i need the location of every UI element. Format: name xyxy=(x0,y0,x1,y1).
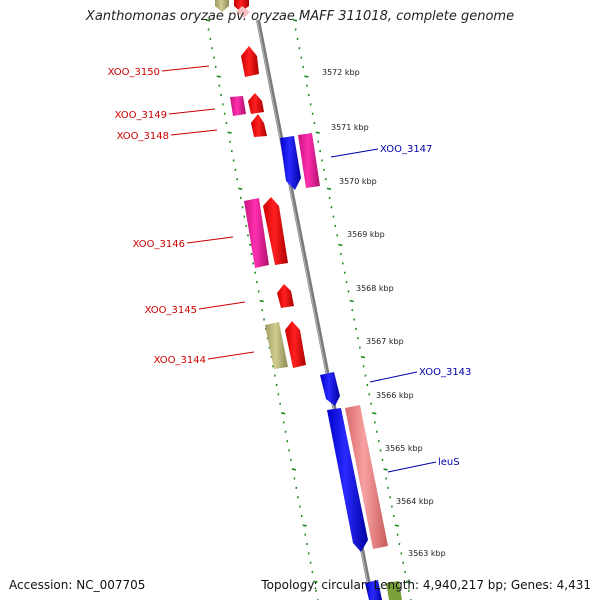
gene-label-XOO_3145[interactable]: XOO_3145 xyxy=(145,305,197,316)
gene-XOO_3149[interactable] xyxy=(230,96,246,116)
major-tick xyxy=(292,19,298,22)
major-tick xyxy=(326,187,332,190)
gene-XOO_3143[interactable] xyxy=(320,372,340,406)
major-tick xyxy=(205,19,211,22)
major-tick xyxy=(302,524,307,527)
kbp-label: 3565 kbp xyxy=(385,444,423,453)
leader-XOO_3143 xyxy=(369,371,418,383)
major-tick xyxy=(394,524,400,527)
gene-label-XOO_3147[interactable]: XOO_3147 xyxy=(380,144,432,155)
map-title: Xanthomonas oryzae pv. oryzae MAFF 31101… xyxy=(85,9,515,24)
gene-top-partial-left[interactable] xyxy=(215,0,229,12)
gene-leuS[interactable] xyxy=(327,408,368,552)
major-tick xyxy=(291,468,297,471)
gene-XOO_3144-b[interactable] xyxy=(285,321,306,368)
major-tick xyxy=(313,580,318,583)
leader-XOO_3150 xyxy=(161,65,210,72)
gene-label-leuS[interactable]: leuS xyxy=(438,457,460,468)
kbp-label: 3563 kbp xyxy=(408,549,446,558)
kbp-label: 3568 kbp xyxy=(356,284,394,293)
kbp-label: 3567 kbp xyxy=(366,337,404,346)
major-tick xyxy=(406,580,411,583)
leader-XOO_3149 xyxy=(168,108,216,115)
gene-bottom-partial-blue[interactable] xyxy=(365,580,382,600)
gene-label-XOO_3150[interactable]: XOO_3150 xyxy=(108,67,160,78)
tick-track-right xyxy=(292,19,412,600)
major-tick xyxy=(259,299,264,303)
major-tick xyxy=(360,355,366,359)
major-tick xyxy=(349,299,354,303)
kbp-label: 3572 kbp xyxy=(322,68,360,77)
gene-label-XOO_3149[interactable]: XOO_3149 xyxy=(115,110,167,121)
gene-XOO_3146-b[interactable] xyxy=(263,197,288,265)
label-leader-lines xyxy=(161,65,437,473)
gene-labels: XOO_3150 XOO_3149 XOO_3148 XOO_3147 XOO_… xyxy=(108,67,472,468)
leader-XOO_3148 xyxy=(170,129,218,136)
gene-track xyxy=(215,0,402,600)
topology-text: Topology: circular; Length: 4,940,217 bp… xyxy=(261,578,591,592)
gene-XOO_3149-b[interactable] xyxy=(248,93,264,114)
major-tick xyxy=(281,412,286,415)
gene-label-XOO_3144[interactable]: XOO_3144 xyxy=(154,355,206,366)
leader-XOO_3145 xyxy=(198,301,246,310)
gene-label-XOO_3148[interactable]: XOO_3148 xyxy=(117,131,169,142)
leader-XOO_3144 xyxy=(207,351,255,360)
gene-top-partial-pink[interactable] xyxy=(236,6,250,18)
major-tick xyxy=(227,131,232,134)
major-tick xyxy=(315,131,320,134)
gene-label-XOO_3146[interactable]: XOO_3146 xyxy=(133,239,185,250)
leader-leuS xyxy=(387,461,437,473)
gene-XOO_3147[interactable] xyxy=(280,136,301,190)
gene-bottom-partial-olive[interactable] xyxy=(386,581,402,600)
gene-XOO_3147-b[interactable] xyxy=(298,133,320,188)
gene-leuS-b[interactable] xyxy=(345,405,388,549)
kbp-label: 3571 kbp xyxy=(331,123,369,132)
gene-label-XOO_3143[interactable]: XOO_3143 xyxy=(419,367,471,378)
gene-XOO_3150[interactable] xyxy=(241,46,259,77)
leader-XOO_3146 xyxy=(186,236,234,244)
gene-XOO_3148[interactable] xyxy=(251,114,267,137)
gene-XOO_3145[interactable] xyxy=(277,284,294,308)
kbp-label: 3569 kbp xyxy=(347,230,385,239)
leader-XOO_3147 xyxy=(330,148,379,158)
major-tick xyxy=(238,187,243,190)
major-tick xyxy=(216,75,221,78)
kbp-scale-labels: 3572 kbp 3571 kbp 3570 kbp 3569 kbp 3568… xyxy=(322,68,446,558)
kbp-label: 3566 kbp xyxy=(376,391,414,400)
major-tick xyxy=(338,243,343,247)
kbp-label: 3570 kbp xyxy=(339,177,377,186)
gene-top-partial-red[interactable] xyxy=(234,0,249,12)
major-tick xyxy=(372,412,377,415)
major-tick xyxy=(383,468,388,471)
accession-text: Accession: NC_007705 xyxy=(9,578,146,592)
gene-XOO_3146[interactable] xyxy=(244,198,269,268)
kbp-label: 3564 kbp xyxy=(396,497,434,506)
gene-XOO_3144[interactable] xyxy=(265,322,288,369)
major-tick xyxy=(304,75,309,78)
